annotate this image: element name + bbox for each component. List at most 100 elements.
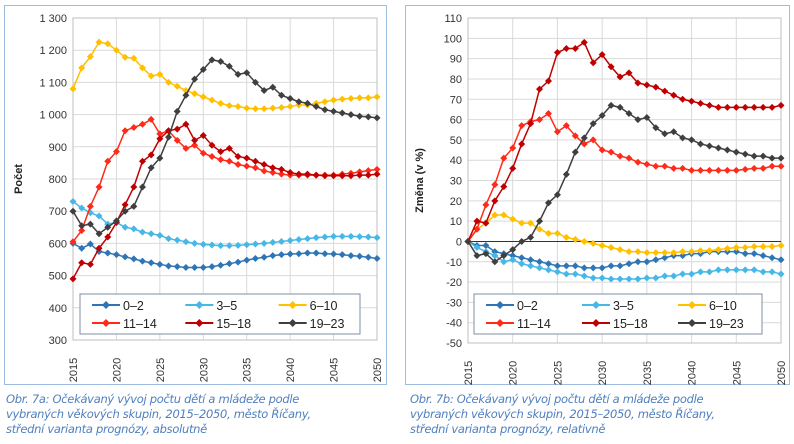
- data-point: [571, 262, 579, 270]
- legend-label: 15–18: [216, 317, 251, 331]
- data-point: [138, 157, 146, 165]
- data-point: [750, 266, 758, 274]
- legend-item: 19–23: [278, 317, 344, 331]
- data-point: [165, 78, 173, 86]
- data-point: [130, 225, 138, 233]
- y-tick-label: -20: [446, 277, 462, 289]
- data-point: [634, 248, 642, 256]
- y-tick-label: 600: [49, 238, 67, 250]
- data-point: [112, 217, 120, 225]
- data-point: [69, 207, 77, 215]
- y-tick-label: 60: [450, 115, 462, 127]
- data-point: [679, 95, 687, 103]
- data-point: [768, 103, 776, 111]
- data-point: [234, 161, 242, 169]
- legend-marker-icon: [288, 319, 297, 327]
- data-point: [598, 112, 606, 119]
- data-point: [95, 183, 103, 191]
- data-point: [518, 237, 526, 245]
- data-point: [562, 44, 570, 52]
- data-point: [661, 254, 669, 262]
- data-point: [121, 127, 129, 135]
- data-point: [251, 240, 259, 248]
- data-point: [364, 113, 372, 121]
- data-point: [634, 158, 642, 166]
- data-point: [364, 167, 372, 175]
- data-point: [312, 103, 320, 111]
- data-point: [373, 255, 381, 263]
- data-point: [750, 152, 758, 160]
- data-point: [527, 262, 535, 270]
- data-point: [616, 152, 624, 160]
- data-point: [364, 253, 372, 261]
- data-point: [78, 64, 86, 72]
- legend-marker-icon: [496, 319, 504, 327]
- data-point: [295, 170, 303, 178]
- legend-label: 3–5: [613, 299, 634, 313]
- data-point: [661, 130, 669, 138]
- data-point: [312, 234, 320, 242]
- data-point: [509, 252, 517, 260]
- data-point: [598, 264, 606, 272]
- data-point: [86, 240, 94, 248]
- data-point: [356, 171, 364, 179]
- y-tick-label: 70: [450, 94, 462, 106]
- data-point: [234, 241, 242, 249]
- data-point: [277, 237, 285, 245]
- data-point: [260, 239, 268, 247]
- data-point: [173, 82, 181, 90]
- data-point: [759, 152, 767, 160]
- data-point: [732, 166, 740, 174]
- data-point: [705, 268, 713, 276]
- legend-marker-icon: [688, 301, 696, 309]
- data-point: [321, 172, 329, 180]
- data-point: [607, 148, 615, 156]
- x-tick-label: 2015: [463, 361, 475, 385]
- legend-marker-icon: [592, 301, 600, 309]
- data-point: [225, 157, 233, 165]
- data-point: [364, 233, 372, 241]
- data-point: [364, 94, 372, 102]
- data-point: [191, 75, 199, 83]
- data-point: [643, 258, 651, 266]
- data-point: [217, 242, 225, 250]
- data-point: [625, 260, 633, 268]
- data-point: [104, 233, 112, 241]
- data-point: [732, 248, 740, 256]
- data-point: [217, 148, 225, 156]
- data-point: [509, 144, 517, 152]
- data-point: [643, 274, 651, 282]
- data-point: [356, 252, 364, 260]
- data-point: [625, 248, 633, 256]
- data-point: [217, 57, 225, 65]
- data-point: [598, 51, 606, 59]
- y-tick-label: -30: [446, 297, 462, 309]
- data-point: [338, 232, 346, 240]
- data-point: [777, 242, 785, 249]
- data-point: [156, 130, 164, 138]
- y-tick-label: 50: [450, 135, 462, 147]
- data-point: [347, 95, 355, 102]
- data-point: [536, 264, 544, 272]
- data-point: [723, 245, 731, 253]
- data-point: [777, 162, 785, 170]
- data-point: [295, 250, 303, 258]
- data-point: [732, 244, 740, 252]
- data-point: [679, 164, 687, 172]
- data-point: [191, 239, 199, 247]
- data-point: [777, 270, 785, 278]
- data-point: [768, 162, 776, 170]
- y-tick-label: 1 000: [39, 110, 67, 122]
- x-tick-label: 2035: [242, 358, 254, 382]
- data-point: [571, 270, 579, 278]
- data-point: [580, 38, 588, 46]
- caption-a-line3: střední varianta prognózy, absolutně: [6, 422, 207, 436]
- x-tick-label: 2050: [776, 361, 788, 385]
- data-point: [536, 217, 544, 225]
- data-point: [491, 248, 499, 256]
- data-point: [182, 91, 190, 99]
- data-point: [338, 95, 346, 103]
- data-point: [777, 154, 785, 162]
- data-point: [69, 198, 77, 206]
- data-point: [482, 201, 490, 209]
